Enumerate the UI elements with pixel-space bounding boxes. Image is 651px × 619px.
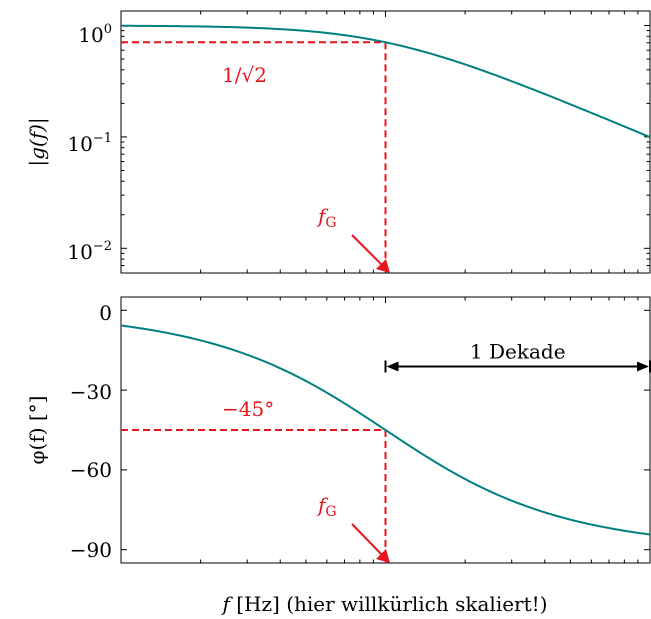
magnitude-curve	[120, 24, 651, 139]
phase-y-tick-label-0: 0	[99, 301, 112, 325]
magnitude-level-label: 1/√2	[222, 63, 267, 87]
phase-y-tick-label-1: −30	[70, 380, 112, 404]
phase-panel: 0 −30 −60 −90 φ(f) [°] −45° fG 1 Dekade	[25, 296, 651, 564]
decade-label: 1 Dekade	[470, 340, 566, 364]
magnitude-y-tick-label-1: 10−1	[67, 131, 112, 156]
phase-y-tick-label-2: −60	[70, 458, 112, 482]
magnitude-y-axis-label: |g(f)|	[25, 117, 50, 166]
phase-cutoff-arrow	[351, 523, 384, 557]
magnitude-x-ticks	[120, 11, 651, 273]
magnitude-cutoff-label: fG	[316, 204, 337, 231]
phase-level-label: −45°	[222, 397, 274, 421]
phase-cutoff-arrowhead	[376, 549, 390, 563]
x-axis-label: f [Hz] (hier willkürlich skaliert!)	[220, 592, 547, 616]
decade-right-arrowhead	[637, 361, 649, 372]
phase-cutoff-label: fG	[316, 493, 337, 520]
magnitude-y-tick-label-0: 100	[78, 22, 112, 47]
decade-left-arrowhead	[386, 361, 399, 372]
magnitude-cutoff-arrow	[351, 234, 384, 267]
magnitude-cutoff-arrowhead	[376, 259, 390, 273]
phase-y-ticks	[121, 309, 650, 551]
magnitude-panel: 100 10−1 10−2 |g(f)| 1/√2 fG	[25, 10, 651, 274]
phase-curve	[120, 324, 651, 536]
phase-y-tick-label-3: −90	[70, 538, 112, 562]
magnitude-y-tick-label-2: 10−2	[67, 239, 112, 264]
phase-y-axis-label: φ(f) [°]	[25, 396, 49, 465]
